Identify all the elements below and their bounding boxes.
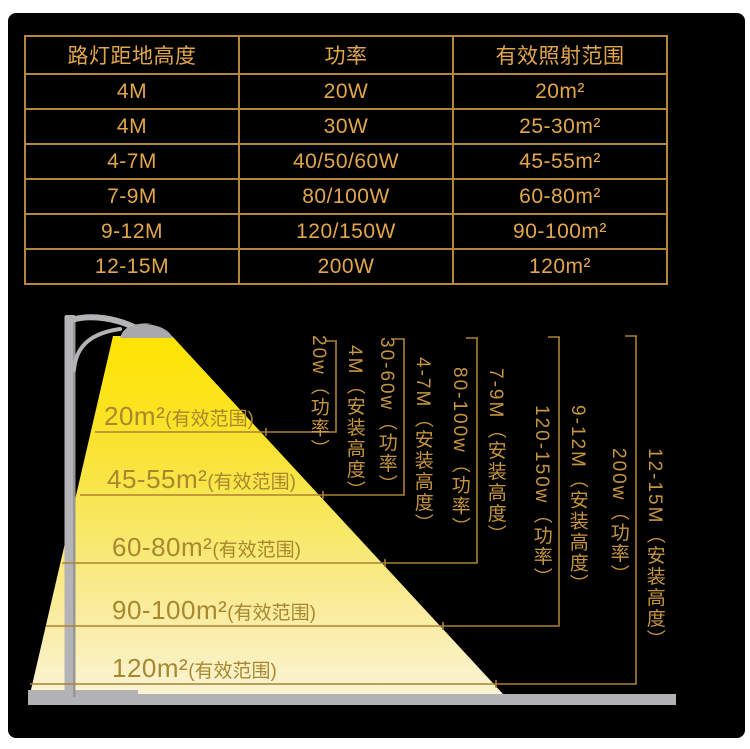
table-cell: 12-15M (24, 248, 240, 285)
range-suffix: (有效范围) (212, 540, 301, 561)
table-row: 9-12M 120/150W 90-100m² (24, 213, 668, 250)
bracket-120m2 (30, 335, 637, 688)
height-label-4m: 4M（安装高度） (343, 345, 365, 502)
height-label-9-12m: 9-12M（安装高度） (566, 405, 588, 595)
range-label-120m2: 120m²(有效范围) (112, 655, 277, 681)
range-suffix: (有效范围) (207, 472, 296, 493)
range-value: 120m² (112, 653, 189, 683)
height-label-12-15m: 12-15M（安装高度） (643, 448, 665, 651)
table-cell: 7-9M (24, 178, 240, 215)
table-cell: 45-55m² (452, 143, 668, 180)
table-cell: 30W (238, 108, 454, 145)
spec-table: 路灯距地高度 功率 有效照射范围 4M 20W 20m² 4M 30W 25-3… (24, 35, 668, 285)
table-cell: 200W (238, 248, 454, 285)
table-cell: 4-7M (24, 143, 240, 180)
bracket-60-80m2 (62, 337, 478, 567)
height-label-4-7m: 4-7M（安装高度） (411, 357, 433, 535)
range-value: 20m² (104, 401, 166, 431)
ground-bar (28, 694, 676, 705)
power-label-20w: 20w（功率） (307, 335, 329, 460)
header-cell-range: 有效照射范围 (452, 35, 668, 75)
table-cell: 25-30m² (452, 108, 668, 145)
table-cell: 120/150W (238, 213, 454, 250)
range-label-20m2: 20m²(有效范围) (104, 403, 254, 429)
power-label-80-100w: 80-100w（功率） (448, 367, 470, 538)
table-row: 4-7M 40/50/60W 45-55m² (24, 143, 668, 180)
bracket-20m2 (95, 340, 337, 436)
power-label-120-150w: 120-150w（功率） (530, 405, 552, 589)
range-label-90-100m2: 90-100m²(有效范围) (112, 597, 316, 623)
bracket-45-55m2 (80, 338, 405, 499)
table-cell: 9-12M (24, 213, 240, 250)
bracket-90-100m2 (46, 336, 560, 630)
header-cell-height: 路灯距地高度 (24, 35, 240, 75)
power-label-30-60w: 30-60w（功率） (375, 337, 397, 496)
lamp-pole (64, 315, 76, 697)
lamp-pole-shade (73, 317, 76, 697)
table-cell: 80/100W (238, 178, 454, 215)
range-value: 45-55m² (107, 464, 208, 494)
range-label-45-55m2: 45-55m²(有效范围) (107, 466, 296, 492)
table-row: 4M 30W 25-30m² (24, 108, 668, 145)
lamp-head (120, 323, 173, 338)
table-cell: 120m² (452, 248, 668, 285)
table-cell: 60-80m² (452, 178, 668, 215)
height-label-7-9m: 7-9M（安装高度） (484, 368, 506, 546)
range-suffix: (有效范围) (227, 603, 316, 624)
lamp-head-highlight (126, 323, 152, 328)
table-cell: 20m² (452, 73, 668, 110)
measurement-brackets (30, 335, 637, 688)
range-suffix: (有效范围) (165, 409, 254, 430)
header-cell-power: 功率 (238, 35, 454, 75)
power-label-200w: 200w（功率） (607, 448, 629, 586)
table-cell: 20W (238, 73, 454, 110)
table-header-row: 路灯距地高度 功率 有效照射范围 (24, 35, 668, 75)
light-cone (30, 336, 503, 694)
range-label-60-80m2: 60-80m²(有效范围) (112, 534, 301, 560)
range-value: 90-100m² (112, 595, 228, 625)
table-cell: 40/50/60W (238, 143, 454, 180)
lamp-arm-brace (72, 327, 122, 372)
table-row: 7-9M 80/100W 60-80m² (24, 178, 668, 215)
table-cell: 4M (24, 108, 240, 145)
range-suffix: (有效范围) (188, 661, 277, 682)
table-cell: 90-100m² (452, 213, 668, 250)
table-row: 12-15M 200W 120m² (24, 248, 668, 285)
table-cell: 4M (24, 73, 240, 110)
table-row: 4M 20W 20m² (24, 73, 668, 110)
range-value: 60-80m² (112, 532, 213, 562)
